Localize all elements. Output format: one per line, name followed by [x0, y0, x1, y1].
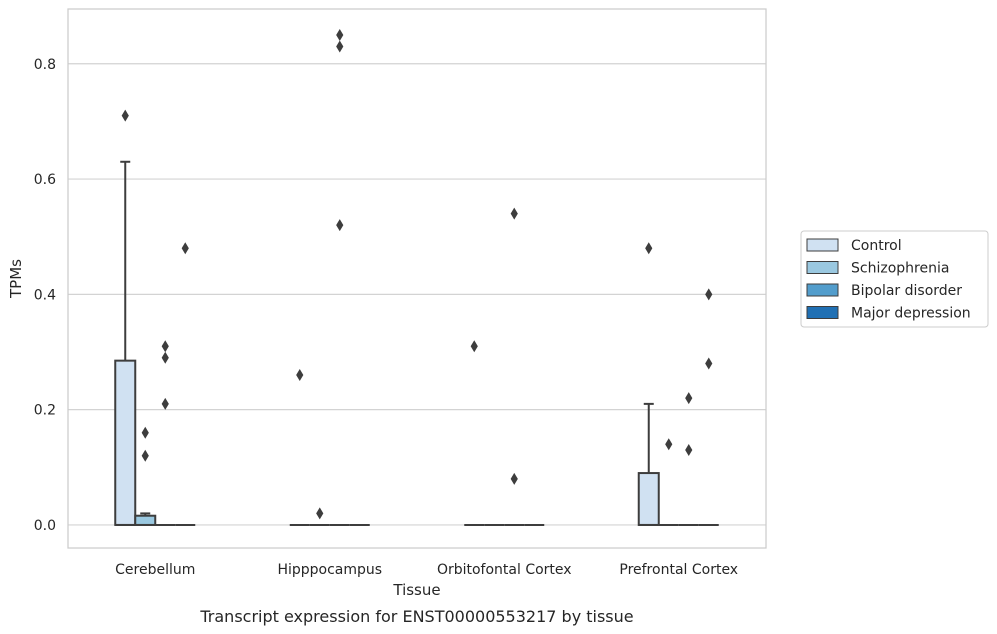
y-tick-label: 0.6: [34, 172, 56, 188]
outlier-point: [161, 397, 169, 410]
gridlines: [68, 63, 766, 526]
x-axis-ticks: Cerebellum Hipppocampus Orbitofontal Corte…: [115, 562, 738, 578]
box-body: [134, 514, 157, 526]
box-series: [114, 160, 719, 526]
outlier-point: [510, 207, 518, 220]
outlier-point: [141, 426, 149, 439]
box-body: [114, 359, 137, 526]
outlier-point: [336, 28, 344, 41]
outlier-point: [705, 357, 713, 370]
y-axis-ticks: 0.0 0.2 0.4 0.6 0.8: [34, 57, 56, 534]
outlier-points: [121, 28, 713, 520]
legend-frame: [800, 230, 989, 328]
outlier-point: [705, 288, 713, 301]
legend: Control Schizophrenia Bipolar disorder Majo…: [800, 230, 989, 328]
legend-label: Schizophrenia: [851, 261, 949, 277]
x-tick-label: Hipppocampus: [277, 562, 382, 578]
box-prefrontal-cortex-0: [637, 402, 660, 526]
box-cerebellum-0: [114, 160, 137, 526]
outlier-point: [141, 449, 149, 462]
outlier-point: [685, 392, 693, 405]
outlier-point: [121, 109, 129, 122]
y-tick-label: 0.0: [34, 518, 56, 534]
legend-label: Bipolar disorder: [851, 283, 962, 299]
x-tick-label: Cerebellum: [115, 562, 195, 578]
y-tick-label: 0.8: [34, 57, 56, 73]
outlier-point: [181, 242, 189, 255]
outlier-point: [161, 340, 169, 353]
y-tick-label: 0.2: [34, 403, 56, 419]
outlier-point: [336, 219, 344, 232]
outlier-point: [470, 340, 478, 353]
y-tick-label: 0.4: [34, 287, 56, 303]
box-cerebellum-1: [134, 512, 157, 526]
outlier-point: [685, 444, 693, 456]
x-tick-label: Orbitofontal Cortex: [437, 562, 572, 578]
outlier-point: [336, 40, 344, 53]
outlier-point: [510, 472, 518, 485]
x-axis-label: Tissue: [392, 581, 440, 599]
x-tick-label: Prefrontal Cortex: [619, 562, 738, 578]
legend-label: Control: [851, 238, 902, 254]
legend-swatch: [806, 238, 839, 252]
legend-swatch: [806, 306, 839, 319]
legend-swatch: [806, 261, 839, 274]
legend-label: Major depression: [851, 306, 971, 322]
y-axis-label: TPMs: [7, 259, 25, 299]
outlier-point: [645, 242, 653, 255]
legend-swatch: [806, 283, 839, 297]
plot-frame: [67, 8, 767, 549]
box-body: [637, 472, 660, 526]
outlier-point: [161, 351, 169, 364]
chart-caption: Transcript expression for ENST0000055321…: [199, 607, 633, 626]
outlier-point: [316, 507, 324, 520]
outlier-point: [296, 369, 304, 382]
outlier-point: [665, 438, 673, 451]
